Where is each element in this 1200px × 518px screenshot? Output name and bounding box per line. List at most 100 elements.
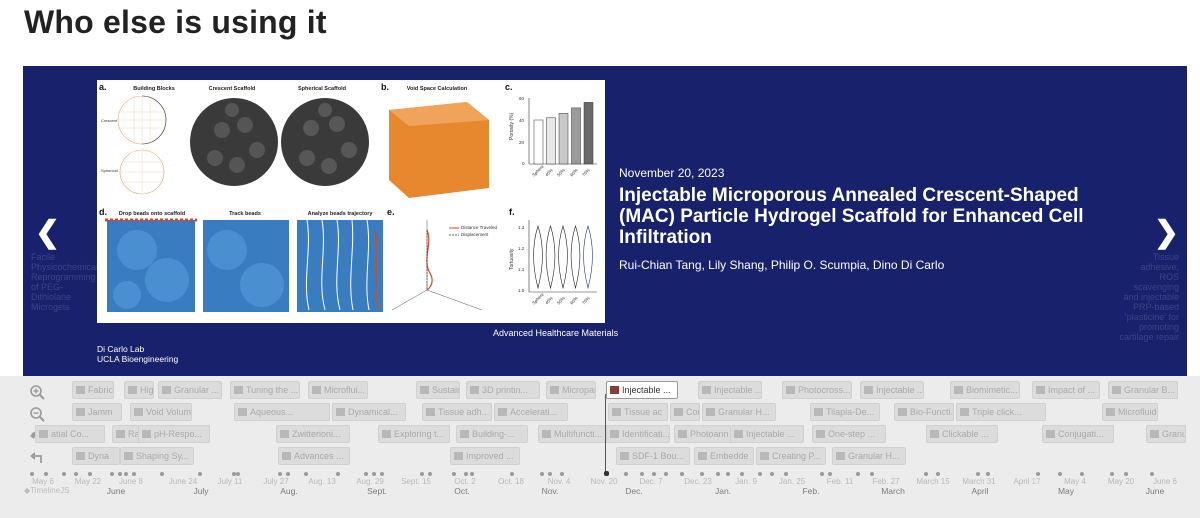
timeline-marker[interactable]: Building-... <box>456 425 528 443</box>
timeline-event-dot[interactable] <box>1058 472 1062 476</box>
timeline-marker[interactable]: 3D printin... <box>466 381 540 399</box>
timeline-event-dot[interactable] <box>1036 472 1040 476</box>
timelinejs-brand[interactable]: ◆TimelineJS <box>24 486 70 495</box>
timeline-event-dot[interactable] <box>758 472 762 476</box>
timeline-marker[interactable]: Injectable ... <box>698 381 762 399</box>
timeline-event-dot[interactable] <box>976 472 980 476</box>
previous-slide-caption[interactable]: Facile Physicochemical Reprogramming of … <box>31 252 99 312</box>
timeline-event-dot[interactable] <box>986 472 990 476</box>
timeline-event-dot[interactable] <box>624 472 628 476</box>
chevron-left-icon[interactable]: ❮ <box>35 216 61 249</box>
timeline-event-dot[interactable] <box>726 472 730 476</box>
timeline-event-dot[interactable] <box>304 472 308 476</box>
timeline-marker[interactable]: Biomimetic... <box>950 381 1020 399</box>
timeline-marker[interactable]: Multifuncti... <box>538 425 608 443</box>
timeline-marker[interactable]: Microfluidi... <box>1102 403 1158 421</box>
timeline-marker[interactable]: Microflui... <box>308 381 368 399</box>
chevron-right-icon[interactable]: ❯ <box>1153 216 1179 249</box>
timeline-event-dot[interactable] <box>540 472 544 476</box>
timeline-marker[interactable]: Bio-Functi... <box>894 403 954 421</box>
timeline-event-dot[interactable] <box>88 472 92 476</box>
timeline-marker[interactable]: Embedde <box>694 447 754 465</box>
timeline-marker[interactable]: High-T <box>124 381 154 399</box>
timeline-marker[interactable]: Identificati... <box>606 425 670 443</box>
timeline-event-dot[interactable] <box>680 472 684 476</box>
timeline-marker[interactable]: Granular B... <box>1108 381 1178 399</box>
timeline-marker[interactable]: Advances ... <box>278 447 350 465</box>
timeline-event-dot[interactable] <box>420 472 424 476</box>
timeline-event-dot[interactable] <box>380 472 384 476</box>
timeline-event-dot[interactable] <box>1080 472 1084 476</box>
timeline-event-dot[interactable] <box>936 472 940 476</box>
timeline-marker[interactable]: Dyna <box>72 447 120 465</box>
timeline-event-dot[interactable] <box>132 472 136 476</box>
timeline-marker[interactable]: Jamm <box>72 403 122 421</box>
timeline-marker[interactable]: Microparti <box>546 381 596 399</box>
timeline-event-dot[interactable] <box>62 472 66 476</box>
previous-slide-button[interactable]: ❮ Facile Physicochemical Reprogramming o… <box>31 216 99 312</box>
timeline-event-dot[interactable] <box>198 472 202 476</box>
timeline-marker[interactable]: Tuning the ... <box>230 381 300 399</box>
timeline-event-dot[interactable] <box>74 472 78 476</box>
timeline-event-dot[interactable] <box>470 472 474 476</box>
timeline-event-dot[interactable] <box>664 472 668 476</box>
zoom-in-icon[interactable] <box>29 384 45 400</box>
timeline-event-dot[interactable] <box>924 472 928 476</box>
timeline-event-dot[interactable] <box>784 472 788 476</box>
timeline-event-dot[interactable] <box>856 472 860 476</box>
timeline-marker[interactable]: Tissue ac <box>608 403 668 421</box>
timeline-marker[interactable]: Granular H... <box>832 447 906 465</box>
timeline-event-dot[interactable] <box>770 472 774 476</box>
timeline-event-dot[interactable] <box>278 472 282 476</box>
timeline-event-dot[interactable] <box>428 472 432 476</box>
zoom-out-icon[interactable] <box>29 406 45 422</box>
timeline-marker[interactable]: Triple click... <box>956 403 1046 421</box>
timeline-marker[interactable]: One-step ... <box>812 425 886 443</box>
timeline-marker[interactable]: Accelerati... <box>494 403 568 421</box>
timeline-marker[interactable]: Granular H... <box>702 403 776 421</box>
timeline-marker[interactable]: Improved ... <box>450 447 520 465</box>
timeline-marker[interactable]: Void Volum... <box>130 403 192 421</box>
timeline-event-dot[interactable] <box>124 472 128 476</box>
timeline-event-dot[interactable] <box>44 472 48 476</box>
timeline-marker[interactable]: Exploring t... <box>378 425 450 443</box>
next-slide-caption[interactable]: Tissue adhesive, ROS scavenging and inje… <box>1119 252 1179 342</box>
timeline-event-dot[interactable] <box>828 472 832 476</box>
timeline-event-dot[interactable] <box>604 471 609 476</box>
timeline-marker-active[interactable]: Injectable ... <box>606 381 678 399</box>
timeline-marker[interactable]: Zwitterioni... <box>276 425 350 443</box>
timeline-event-dot[interactable] <box>236 472 240 476</box>
timeline-event-dot[interactable] <box>740 472 744 476</box>
timeline-event-dot[interactable] <box>464 472 468 476</box>
undo-arrow-icon[interactable] <box>29 450 45 466</box>
timeline-marker[interactable]: Photocross... <box>782 381 852 399</box>
timeline-marker[interactable]: Fabrica <box>72 381 114 399</box>
timeline-marker[interactable]: Tissue adh... <box>422 403 492 421</box>
timeline-marker[interactable]: Injectable ... <box>860 381 924 399</box>
timeline-event-dot[interactable] <box>820 472 824 476</box>
timeline-marker[interactable]: Sustaine <box>416 381 460 399</box>
timeline-marker[interactable]: Injectable ... <box>730 425 804 443</box>
timeline-marker[interactable]: Aqueous... <box>234 403 330 421</box>
timeline-event-dot[interactable] <box>336 472 340 476</box>
timeline-marker[interactable]: SDF-1 Bou... <box>616 447 690 465</box>
timeline-marker[interactable]: Condu <box>670 403 700 421</box>
next-slide-button[interactable]: ❯ Tissue adhesive, ROS scavenging and in… <box>1119 216 1179 342</box>
timeline-navigator[interactable]: Fabrica High-T Granular ... Tuning the ... M… <box>0 376 1200 518</box>
timeline-marker[interactable]: Tilapia-De... <box>810 403 880 421</box>
timeline-event-dot[interactable] <box>870 472 874 476</box>
timeline-event-dot[interactable] <box>30 472 34 476</box>
timeline-marker[interactable]: Creating P... <box>756 447 826 465</box>
timeline-event-dot[interactable] <box>640 472 644 476</box>
timeline-event-dot[interactable] <box>700 472 704 476</box>
timeline-marker[interactable]: Granular ... <box>158 381 222 399</box>
timeline-marker[interactable]: Shaping Sy... <box>120 447 194 465</box>
timeline-event-dot[interactable] <box>716 472 720 476</box>
timeline-marker[interactable]: pH-Respo... <box>138 425 210 443</box>
timeline-event-dot[interactable] <box>286 472 290 476</box>
timeline-event-dot[interactable] <box>510 472 514 476</box>
timeline-event-dot[interactable] <box>110 472 114 476</box>
timeline-event-dot[interactable] <box>364 472 368 476</box>
timeline-marker[interactable]: atial Co... <box>35 425 105 443</box>
timeline-event-dot[interactable] <box>452 472 456 476</box>
